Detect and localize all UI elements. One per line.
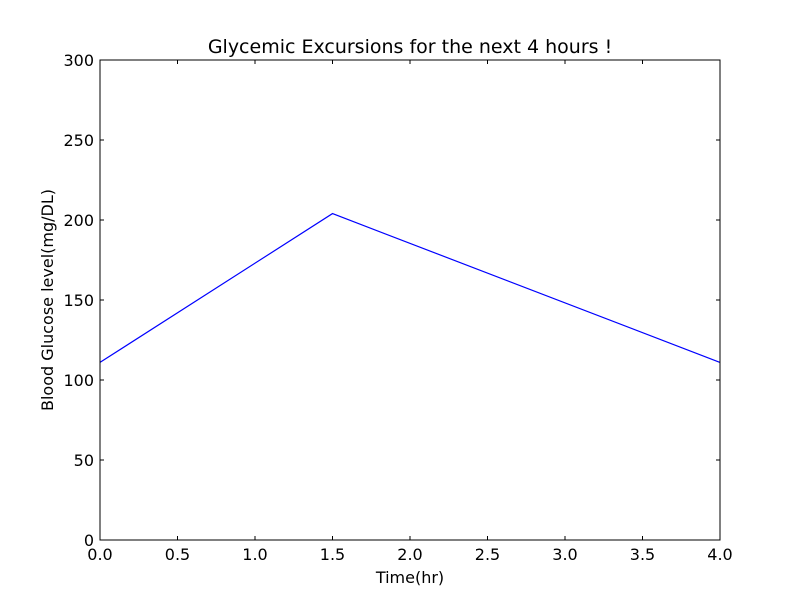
y-tick-label: 50 bbox=[74, 451, 94, 470]
chart-title: Glycemic Excursions for the next 4 hours… bbox=[208, 36, 612, 58]
x-tick-label: 1.5 bbox=[320, 545, 345, 564]
y-tick-label: 250 bbox=[63, 131, 94, 150]
y-tick-label: 300 bbox=[63, 51, 94, 70]
y-tick-label: 150 bbox=[63, 291, 94, 310]
x-tick-label: 3.5 bbox=[630, 545, 655, 564]
x-tick-label: 4.0 bbox=[707, 545, 732, 564]
x-tick-label: 0.5 bbox=[165, 545, 190, 564]
x-axis-label: Time(hr) bbox=[375, 568, 444, 587]
x-tick-label: 3.0 bbox=[552, 545, 577, 564]
x-tick-label: 0.0 bbox=[87, 545, 112, 564]
x-tick-label: 2.5 bbox=[475, 545, 500, 564]
x-tick-label: 2.0 bbox=[397, 545, 422, 564]
y-tick-label: 200 bbox=[63, 211, 94, 230]
plot-frame bbox=[99, 59, 721, 541]
y-axis-label: Blood Glucose level(mg/DL) bbox=[38, 189, 57, 411]
y-tick-label: 100 bbox=[63, 371, 94, 390]
series-line-0 bbox=[99, 212, 721, 363]
x-tick-label: 1.0 bbox=[242, 545, 267, 564]
y-tick-label: 0 bbox=[84, 531, 94, 550]
